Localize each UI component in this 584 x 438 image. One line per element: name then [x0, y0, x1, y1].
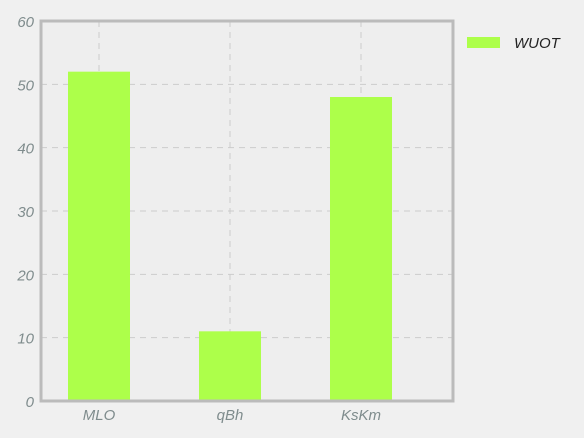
y-tick-label: 60 [17, 14, 34, 31]
y-tick-label: 50 [17, 77, 34, 94]
x-tick-labels: MLO qBh KsKm [83, 407, 381, 424]
bar-KsKm[interactable] [330, 97, 392, 401]
legend-label: WUOT [514, 35, 562, 52]
plot-frame [39, 19, 455, 403]
bar-MLO[interactable] [68, 71, 130, 402]
bars [68, 71, 392, 402]
legend: WUOT [467, 35, 562, 52]
legend-swatch [467, 37, 500, 48]
y-tick-label: 0 [26, 394, 35, 411]
y-tick-label: 10 [17, 331, 34, 348]
x-tick-label: KsKm [341, 407, 381, 424]
x-tick-label: qBh [217, 407, 244, 424]
y-tick-label: 30 [17, 204, 34, 221]
x-tick-label: MLO [83, 407, 116, 424]
y-tick-labels: 0 10 20 30 40 50 60 [16, 14, 34, 411]
bar-qBh[interactable] [199, 331, 261, 401]
y-tick-label: 40 [17, 141, 34, 158]
y-tick-label: 20 [16, 267, 34, 284]
